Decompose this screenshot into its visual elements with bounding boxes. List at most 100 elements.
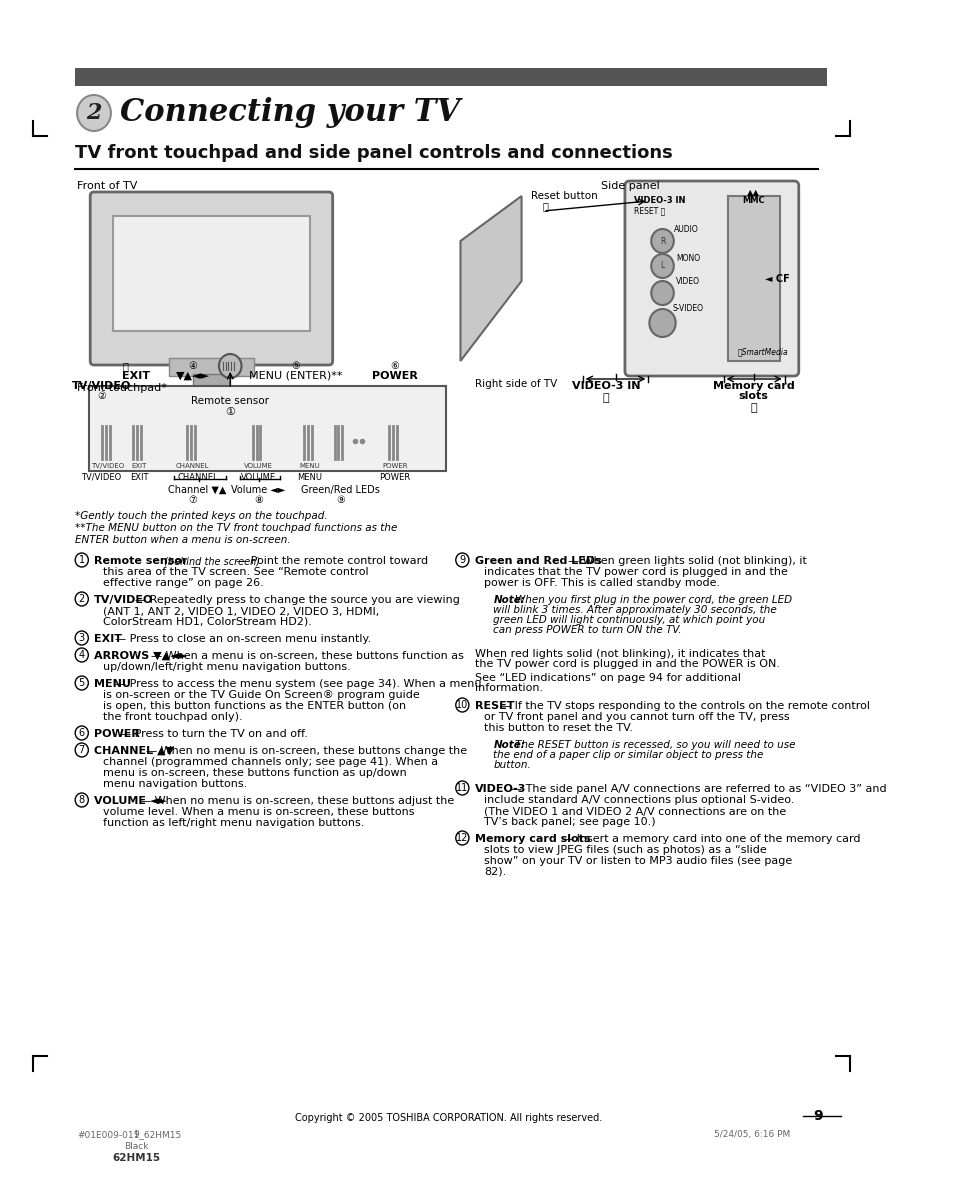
Text: ⑥: ⑥ xyxy=(390,361,398,372)
Circle shape xyxy=(651,229,673,252)
Text: — Repeatedly press to change the source you are viewing: — Repeatedly press to change the source … xyxy=(135,596,459,605)
Text: MENU: MENU xyxy=(94,679,131,690)
Bar xyxy=(193,374,230,386)
Text: Volume ◄►: Volume ◄► xyxy=(231,485,285,495)
Text: is open, this button functions as the ENTER button (on: is open, this button functions as the EN… xyxy=(103,701,406,711)
Text: 9: 9 xyxy=(133,1130,139,1139)
Text: MONO: MONO xyxy=(675,254,700,263)
Text: S-VIDEO: S-VIDEO xyxy=(672,304,702,313)
Text: 62HM15: 62HM15 xyxy=(112,1153,160,1162)
Circle shape xyxy=(219,354,241,378)
Text: (The VIDEO 1 and VIDEO 2 A/V connections are on the: (The VIDEO 1 and VIDEO 2 A/V connections… xyxy=(483,806,785,816)
Text: POWER: POWER xyxy=(372,372,417,381)
Text: this area of the TV screen. See “Remote control: this area of the TV screen. See “Remote … xyxy=(103,567,369,576)
Text: POWER: POWER xyxy=(381,463,407,469)
Text: ⓞ: ⓞ xyxy=(602,393,609,403)
Text: Side panel: Side panel xyxy=(600,181,659,191)
Text: button.: button. xyxy=(493,760,531,771)
Polygon shape xyxy=(460,197,521,361)
Text: Remote sensor: Remote sensor xyxy=(191,395,269,406)
Text: TV/VIDEO: TV/VIDEO xyxy=(71,381,132,391)
Text: When red lights solid (not blinking), it indicates that: When red lights solid (not blinking), it… xyxy=(474,649,764,659)
Text: EXIT: EXIT xyxy=(122,372,151,381)
Text: 3: 3 xyxy=(78,632,85,643)
Text: (behind the screen): (behind the screen) xyxy=(161,556,260,566)
Text: effective range” on page 26.: effective range” on page 26. xyxy=(103,578,264,588)
Text: ⓢ: ⓢ xyxy=(122,361,128,372)
Text: up/down/left/right menu navigation buttons.: up/down/left/right menu navigation butto… xyxy=(103,662,351,672)
Text: 12: 12 xyxy=(456,833,468,843)
Text: Remote sensor: Remote sensor xyxy=(94,556,188,566)
Text: the TV power cord is plugged in and the POWER is ON.: the TV power cord is plugged in and the … xyxy=(474,659,779,669)
Text: can press POWER to turn ON the TV.: can press POWER to turn ON the TV. xyxy=(493,625,681,635)
Text: ⓟ: ⓟ xyxy=(750,403,756,413)
Text: POWER: POWER xyxy=(94,729,140,738)
Text: EXIT: EXIT xyxy=(94,634,122,644)
Text: — When green lights solid (not blinking), it: — When green lights solid (not blinking)… xyxy=(567,556,805,566)
Text: 9: 9 xyxy=(458,555,465,565)
Text: ④: ④ xyxy=(188,361,197,372)
Text: Green/Red LEDs: Green/Red LEDs xyxy=(300,485,379,495)
Text: POWER: POWER xyxy=(378,473,410,482)
Bar xyxy=(169,358,253,376)
Text: 4: 4 xyxy=(78,650,85,660)
FancyBboxPatch shape xyxy=(624,181,798,376)
Text: is on-screen or the TV Guide On Screen® program guide: is on-screen or the TV Guide On Screen® … xyxy=(103,690,419,700)
Text: Note:: Note: xyxy=(493,740,525,750)
Text: show” on your TV or listen to MP3 audio files (see page: show” on your TV or listen to MP3 audio … xyxy=(483,856,791,866)
Text: Copyright © 2005 TOSHIBA CORPORATION. All rights reserved.: Copyright © 2005 TOSHIBA CORPORATION. Al… xyxy=(294,1114,601,1123)
Bar xyxy=(75,68,826,86)
Text: MENU: MENU xyxy=(299,463,320,469)
Text: volume level. When a menu is on-screen, these buttons: volume level. When a menu is on-screen, … xyxy=(103,807,415,817)
Text: 1: 1 xyxy=(78,555,85,565)
Text: VIDEO-3 IN: VIDEO-3 IN xyxy=(571,381,639,391)
Text: green LED will light continuously, at which point you: green LED will light continuously, at wh… xyxy=(493,615,765,625)
Text: 2: 2 xyxy=(86,102,102,124)
Bar xyxy=(727,197,780,361)
Text: VOLUME ◄►: VOLUME ◄► xyxy=(94,796,167,806)
Text: MENU: MENU xyxy=(297,473,322,482)
Text: menu navigation buttons.: menu navigation buttons. xyxy=(103,779,248,788)
Text: channel (programmed channels only; see page 41). When a: channel (programmed channels only; see p… xyxy=(103,757,438,767)
Text: CHANNEL: CHANNEL xyxy=(177,473,217,482)
Text: 10: 10 xyxy=(456,700,468,710)
Text: power is OFF. This is called standby mode.: power is OFF. This is called standby mod… xyxy=(483,578,720,588)
Text: ◄ CF: ◄ CF xyxy=(764,274,788,283)
Text: 9: 9 xyxy=(812,1109,821,1123)
Text: (ANT 1, ANT 2, VIDEO 1, VIDEO 2, VIDEO 3, HDMI,: (ANT 1, ANT 2, VIDEO 1, VIDEO 2, VIDEO 3… xyxy=(103,606,379,616)
Text: the end of a paper clip or similar object to press the: the end of a paper clip or similar objec… xyxy=(493,750,763,760)
Text: the front touchpad only).: the front touchpad only). xyxy=(103,712,243,722)
Text: — When no menu is on-screen, these buttons change the: — When no menu is on-screen, these butto… xyxy=(146,746,466,756)
Text: will blink 3 times. After approximately 30 seconds, the: will blink 3 times. After approximately … xyxy=(493,605,777,615)
Text: TV front touchpad and side panel controls and connections: TV front touchpad and side panel control… xyxy=(75,144,672,162)
Text: #01E009-011_62HM15: #01E009-011_62HM15 xyxy=(77,1130,181,1139)
Text: RESET: RESET xyxy=(474,701,514,711)
Text: or TV front panel and you cannot turn off the TV, press: or TV front panel and you cannot turn of… xyxy=(483,712,789,722)
Text: — Insert a memory card into one of the memory card: — Insert a memory card into one of the m… xyxy=(562,834,860,844)
Text: — When a menu is on-screen, these buttons function as: — When a menu is on-screen, these button… xyxy=(151,651,463,661)
Text: 2: 2 xyxy=(78,594,85,604)
FancyBboxPatch shape xyxy=(91,192,333,364)
Text: 8: 8 xyxy=(78,796,85,805)
Text: CHANNEL ▲▼: CHANNEL ▲▼ xyxy=(94,746,173,756)
Text: this button to reset the TV.: this button to reset the TV. xyxy=(483,723,632,732)
Text: The RESET button is recessed, so you will need to use: The RESET button is recessed, so you wil… xyxy=(514,740,794,750)
Text: RESET ⓾: RESET ⓾ xyxy=(634,206,665,216)
Text: 11: 11 xyxy=(456,782,468,793)
Circle shape xyxy=(651,254,673,278)
Text: TV/VIDEO: TV/VIDEO xyxy=(94,596,153,605)
Text: CHANNEL: CHANNEL xyxy=(175,463,209,469)
Text: — Press to access the menu system (see page 34). When a menu: — Press to access the menu system (see p… xyxy=(114,679,480,690)
Text: Front of TV: Front of TV xyxy=(77,181,137,191)
Text: ▼▲◄►: ▼▲◄► xyxy=(175,372,210,381)
Text: Channel ▼▲: Channel ▼▲ xyxy=(168,485,226,495)
Text: menu is on-screen, these buttons function as up/down: menu is on-screen, these buttons functio… xyxy=(103,768,407,778)
Text: — If the TV stops responding to the controls on the remote control: — If the TV stops responding to the cont… xyxy=(500,701,869,711)
Text: ②: ② xyxy=(97,391,106,401)
Text: L: L xyxy=(659,262,664,270)
Text: VIDEO: VIDEO xyxy=(675,278,700,286)
Text: TV/VIDEO: TV/VIDEO xyxy=(91,463,125,469)
Circle shape xyxy=(77,95,111,131)
Text: EXIT: EXIT xyxy=(132,463,147,469)
Text: See “LED indications” on page 94 for additional: See “LED indications” on page 94 for add… xyxy=(474,673,740,682)
